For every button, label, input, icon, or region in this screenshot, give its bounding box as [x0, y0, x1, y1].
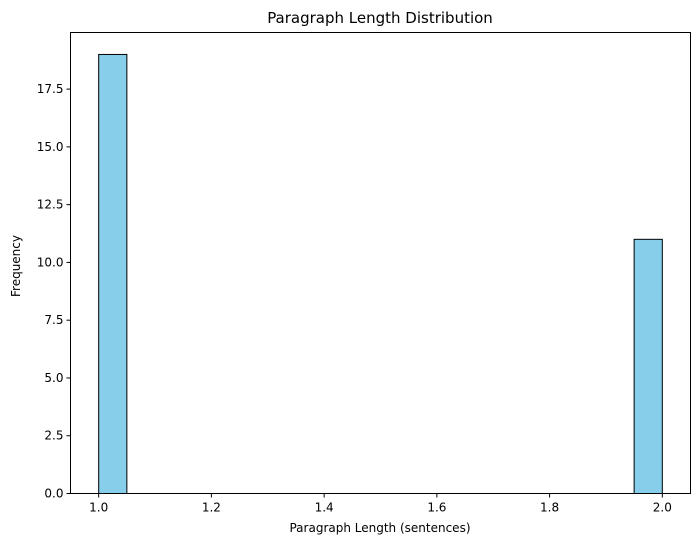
y-tick-label: 0.0: [44, 487, 63, 501]
y-tick-label: 10.0: [37, 255, 64, 269]
y-tick-label: 7.5: [44, 313, 63, 327]
x-tick-label: 1.0: [89, 501, 108, 515]
x-tick-label: 1.2: [202, 501, 221, 515]
x-tick-label: 2.0: [653, 501, 672, 515]
histogram-bar-1: [98, 53, 128, 494]
y-tick-label: 17.5: [37, 82, 64, 96]
x-tick-label: 1.8: [540, 501, 559, 515]
x-ticks: 1.0 1.2 1.4 1.6 1.8 2.0: [89, 493, 672, 515]
y-tick-label: 15.0: [37, 140, 64, 154]
y-tick-label: 5.0: [44, 371, 63, 385]
plot-area-frame: [70, 32, 691, 494]
y-tick-label: 2.5: [44, 429, 63, 443]
y-tick-label: 12.5: [37, 198, 64, 212]
histogram-bar-2: [633, 238, 663, 494]
y-ticks: 0.0 2.5 5.0 7.5 10.0 12.5 15.0 17.5: [37, 82, 71, 501]
x-axis-label: Paragraph Length (sentences): [289, 521, 470, 535]
bars-layer: [98, 53, 663, 494]
y-axis-label: Frequency: [9, 235, 23, 297]
x-tick-label: 1.6: [427, 501, 446, 515]
chart-title: Paragraph Length Distribution: [267, 9, 493, 27]
x-tick-label: 1.4: [315, 501, 334, 515]
